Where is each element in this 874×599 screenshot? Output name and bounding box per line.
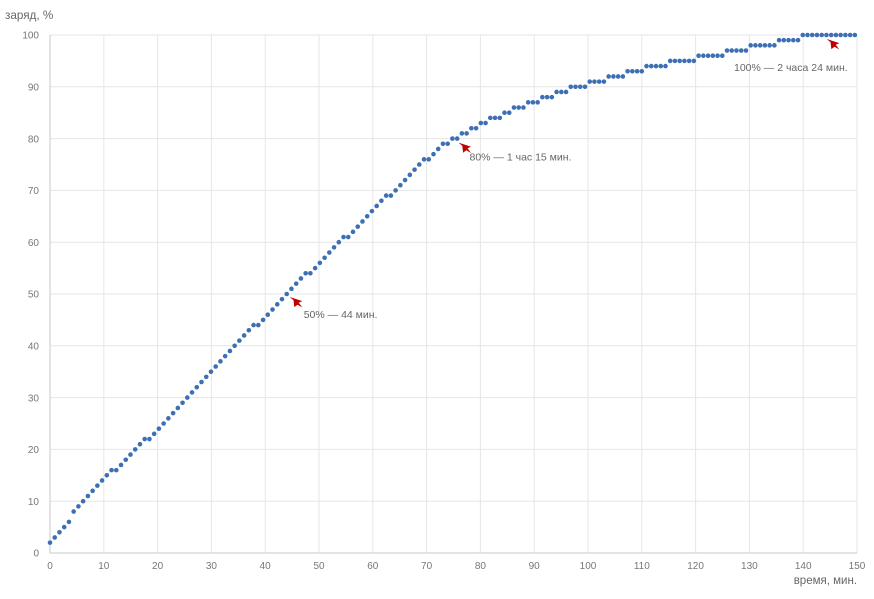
- svg-text:140: 140: [795, 561, 812, 572]
- svg-text:50: 50: [313, 561, 325, 572]
- svg-text:50: 50: [28, 290, 40, 301]
- svg-text:60: 60: [28, 238, 40, 249]
- svg-text:30: 30: [28, 393, 40, 404]
- svg-text:60: 60: [367, 561, 379, 572]
- svg-text:130: 130: [741, 561, 758, 572]
- svg-text:100: 100: [580, 561, 597, 572]
- svg-text:20: 20: [28, 445, 40, 456]
- svg-text:20: 20: [152, 561, 164, 572]
- svg-text:90: 90: [529, 561, 541, 572]
- svg-text:50% — 44 мин.: 50% — 44 мин.: [304, 309, 378, 321]
- svg-text:100: 100: [22, 31, 39, 42]
- svg-text:время, мин.: время, мин.: [794, 575, 857, 587]
- svg-text:80% — 1 час 15 мин.: 80% — 1 час 15 мин.: [470, 152, 572, 164]
- svg-text:30: 30: [206, 561, 218, 572]
- svg-text:заряд, %: заряд, %: [5, 9, 53, 22]
- svg-text:80: 80: [28, 134, 40, 145]
- svg-text:70: 70: [28, 186, 40, 197]
- svg-text:120: 120: [687, 561, 704, 572]
- svg-text:90: 90: [28, 83, 40, 94]
- svg-text:110: 110: [634, 561, 650, 572]
- svg-text:10: 10: [98, 561, 110, 572]
- svg-text:40: 40: [28, 342, 40, 353]
- svg-text:10: 10: [28, 497, 40, 508]
- svg-text:70: 70: [421, 561, 433, 572]
- svg-text:150: 150: [849, 561, 866, 572]
- svg-text:80: 80: [475, 561, 487, 572]
- svg-text:40: 40: [260, 561, 272, 572]
- svg-text:100% — 2 часа 24 мин.: 100% — 2 часа 24 мин.: [734, 62, 848, 74]
- svg-text:0: 0: [33, 549, 39, 560]
- svg-text:0: 0: [47, 561, 53, 572]
